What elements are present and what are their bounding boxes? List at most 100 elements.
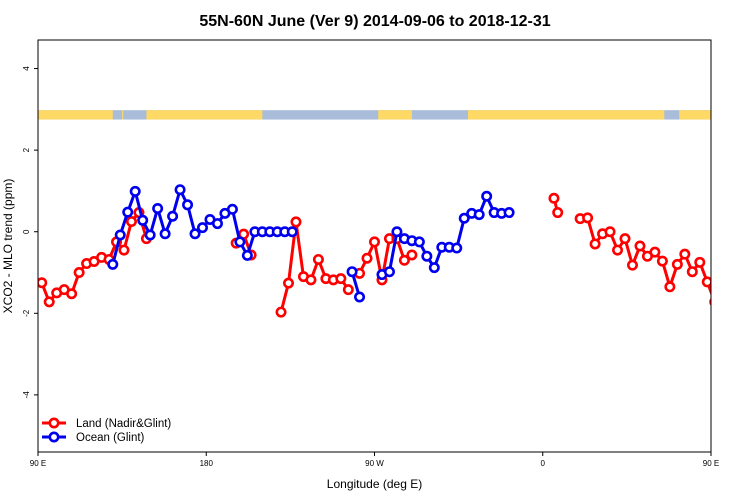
data-point — [361, 252, 373, 264]
data-point — [275, 306, 287, 318]
data-point — [709, 297, 711, 306]
strip-land-3 — [378, 110, 412, 120]
y-tick-label: 2 — [22, 147, 31, 152]
y-tick-label: -4 — [22, 391, 31, 399]
data-point — [342, 284, 354, 296]
strip-land-1 — [122, 110, 124, 120]
data-point — [152, 202, 164, 214]
y-tick-label: 4 — [22, 66, 31, 71]
data-point — [189, 228, 201, 240]
legend-marker-1 — [48, 431, 60, 443]
x-tick-label: 90 W — [365, 459, 384, 468]
data-point — [182, 199, 194, 211]
data-point — [421, 250, 433, 262]
data-point — [458, 212, 470, 224]
data-point — [619, 233, 631, 245]
data-point — [114, 229, 126, 241]
data-point — [167, 210, 179, 222]
data-point — [582, 212, 594, 224]
data-point — [626, 259, 638, 271]
data-point — [604, 226, 616, 238]
legend-marker-0 — [48, 417, 60, 429]
data-point — [73, 267, 85, 279]
data-point — [664, 281, 676, 293]
data-point — [612, 244, 624, 256]
data-point — [649, 246, 661, 258]
data-point — [137, 214, 149, 226]
series-ocean — [107, 184, 515, 303]
data-point — [733, 290, 741, 298]
data-point — [679, 248, 691, 260]
data-point — [398, 254, 410, 266]
data-point — [671, 258, 683, 270]
x-tick-label: 180 — [200, 459, 214, 468]
data-point — [725, 285, 733, 293]
strip-land-4 — [467, 110, 665, 120]
data-point — [694, 256, 706, 268]
data-point — [686, 266, 698, 278]
data-point — [66, 288, 78, 300]
data-point — [107, 258, 119, 270]
data-point — [129, 185, 141, 197]
data-point — [174, 184, 186, 196]
data-point — [346, 266, 358, 278]
x-axis-label: Longitude (deg E) — [327, 477, 422, 491]
data-point — [286, 226, 298, 238]
legend: Land (Nadir&Glint) Ocean (Glint) — [42, 417, 171, 444]
data-point — [589, 238, 601, 250]
data-point — [503, 207, 515, 219]
data-point — [391, 226, 403, 238]
x-tick-label: 90 E — [30, 459, 46, 468]
data-point — [38, 277, 48, 289]
data-point — [144, 229, 156, 241]
data-point — [211, 218, 223, 230]
chart-title: 55N-60N June (Ver 9) 2014-09-06 to 2018-… — [199, 13, 550, 30]
y-tick-label: 0 — [22, 229, 31, 234]
strip-land-2 — [146, 110, 263, 120]
x-tick-label: 90 E — [703, 459, 719, 468]
data-point — [159, 228, 171, 240]
data-point — [740, 267, 748, 275]
data-point — [125, 216, 137, 228]
data-point — [43, 296, 55, 308]
data-point — [290, 216, 302, 228]
land-ocean-strip — [38, 110, 711, 120]
data-point — [122, 206, 134, 218]
data-point — [197, 222, 209, 234]
data-point — [718, 288, 726, 296]
data-point — [383, 266, 395, 278]
data-point — [368, 236, 380, 248]
data-point — [451, 242, 463, 254]
data-point — [473, 209, 485, 221]
y-axis-label: XCO2 - MLO trend (ppm) — [1, 179, 15, 314]
series-land — [38, 192, 748, 318]
data-point — [413, 236, 425, 248]
data-point — [283, 277, 295, 289]
data-point — [548, 192, 560, 204]
data-point — [118, 244, 130, 256]
data-point — [481, 190, 493, 202]
legend-label-land: Land (Nadir&Glint) — [76, 418, 171, 430]
strip-land-5 — [679, 110, 711, 120]
data-point — [312, 253, 324, 265]
x-tick-label: 0 — [541, 459, 546, 468]
data-point — [552, 207, 564, 219]
data-point — [634, 240, 646, 252]
data-point — [226, 203, 238, 215]
data-point — [305, 274, 317, 286]
series-group — [38, 184, 748, 318]
data-point — [335, 273, 347, 285]
data-point — [406, 249, 418, 261]
legend-label-ocean: Ocean (Glint) — [76, 432, 145, 444]
data-point — [428, 262, 440, 274]
strip-ocean — [38, 110, 711, 120]
data-point — [234, 236, 246, 248]
data-point — [656, 255, 668, 267]
strip-land-0 — [38, 110, 113, 120]
y-tick-label: -2 — [22, 309, 31, 317]
data-point — [241, 249, 253, 261]
data-point — [354, 291, 366, 303]
data-point — [701, 276, 711, 288]
